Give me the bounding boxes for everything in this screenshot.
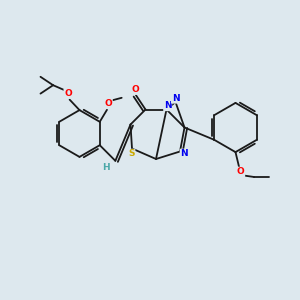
Text: N: N [180,149,188,158]
Text: O: O [104,99,112,108]
Text: S: S [128,149,135,158]
Text: N: N [172,94,179,103]
Text: O: O [131,85,139,94]
Text: O: O [64,89,72,98]
Text: O: O [237,167,244,176]
Text: H: H [103,163,110,172]
Text: N: N [164,101,172,110]
